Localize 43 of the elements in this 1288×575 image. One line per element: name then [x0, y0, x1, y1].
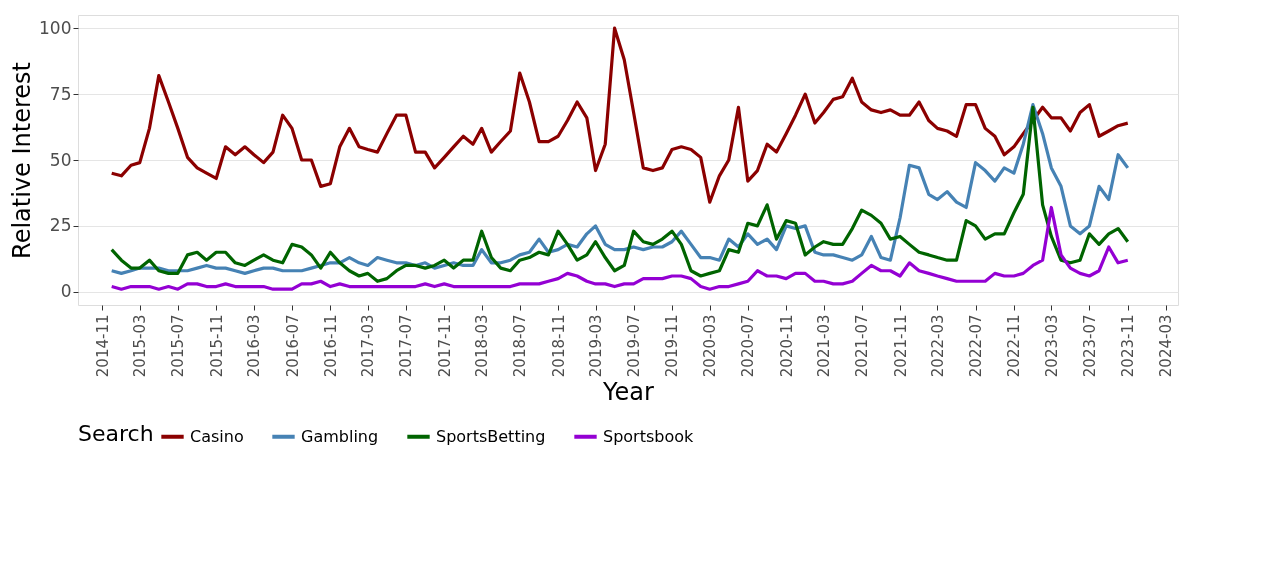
x-tick-label: 2022-11: [1005, 314, 1024, 378]
line-series: [110, 205, 1130, 291]
x-tick-label: 2023-03: [1042, 314, 1061, 378]
x-axis-title: Year: [602, 378, 655, 407]
y-tick-label: 100: [39, 17, 72, 38]
x-tick-label: 2021-07: [853, 314, 872, 378]
x-tick-label: 2023-11: [1119, 314, 1138, 378]
legend-title: Search: [78, 421, 154, 446]
x-tick-label: 2018-03: [473, 314, 492, 378]
x-tick-label: 2023-07: [1080, 314, 1099, 378]
x-tick-label: 2020-03: [701, 314, 720, 378]
x-tick-label: 2021-11: [891, 314, 910, 378]
x-tick-label: 2019-07: [625, 314, 644, 378]
x-tick-label: 2020-11: [777, 314, 796, 378]
y-tick-label: 0: [60, 281, 72, 302]
x-tick-label: 2019-03: [587, 314, 606, 378]
x-tick-label: 2022-03: [928, 314, 947, 378]
legend-label: Casino: [190, 426, 244, 446]
x-tick-label: 2014-11: [93, 314, 112, 378]
legend-label: Gambling: [301, 426, 379, 446]
y-tick-label: 50: [49, 149, 72, 170]
x-tick-label: 2019-11: [663, 314, 682, 378]
y-tick-label: 75: [49, 83, 72, 104]
x-tick-label: 2018-11: [549, 314, 568, 378]
x-tick-label: 2024-03: [1157, 314, 1176, 378]
y-axis-title: Relative Interest: [8, 62, 37, 259]
x-tick-label: 2016-03: [245, 314, 264, 378]
x-tick-label: 2020-07: [739, 314, 758, 378]
x-tick-label: 2016-07: [283, 314, 302, 378]
line-series: [110, 26, 1130, 204]
x-tick-label: 2022-07: [967, 314, 986, 378]
legend-label: Sportsbook: [603, 426, 695, 446]
x-tick-label: 2017-07: [397, 314, 416, 378]
x-tick-label: 2015-11: [207, 314, 226, 378]
x-tick-label: 2017-03: [359, 314, 378, 378]
x-tick-label: 2018-07: [511, 314, 530, 378]
x-tick-label: 2017-11: [435, 314, 454, 378]
x-tick-label: 2015-03: [131, 314, 150, 378]
x-tick-label: 2015-07: [169, 314, 188, 378]
x-tick-label: 2021-03: [815, 314, 834, 378]
y-tick-label: 25: [49, 215, 72, 236]
x-tick-label: 2016-11: [321, 314, 340, 378]
legend-label: SportsBetting: [436, 426, 546, 446]
